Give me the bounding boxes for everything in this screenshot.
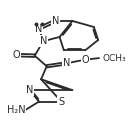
Text: N: N: [40, 36, 47, 46]
Text: S: S: [58, 97, 64, 107]
Text: N: N: [52, 16, 59, 26]
Text: N: N: [35, 24, 43, 34]
Text: OCH₃: OCH₃: [103, 54, 126, 63]
Text: H₂N: H₂N: [7, 105, 25, 115]
Text: O: O: [82, 55, 89, 65]
Text: O: O: [13, 50, 20, 60]
Text: N: N: [26, 85, 33, 95]
Text: N: N: [63, 58, 71, 68]
